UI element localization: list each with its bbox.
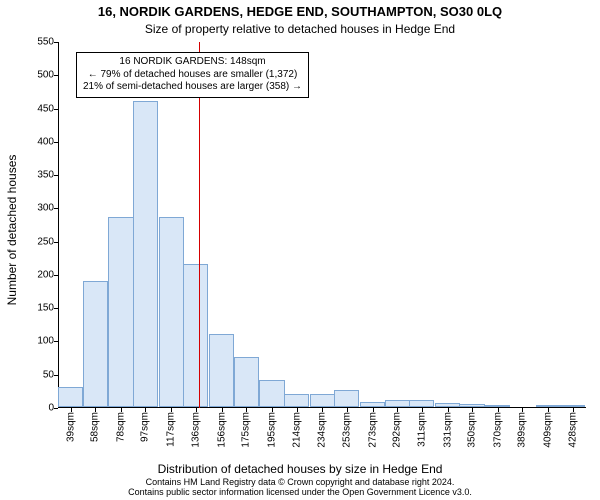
xtick-label: 195sqm <box>266 412 277 448</box>
histogram-bar <box>485 405 510 407</box>
histogram-bar <box>435 403 460 407</box>
histogram-bar <box>334 390 359 407</box>
xtick-label: 136sqm <box>190 412 201 448</box>
ytick-mark <box>54 75 58 76</box>
ytick-label: 150 <box>14 303 54 314</box>
histogram-bar <box>284 394 309 407</box>
plot-area: 05010015020025030035040045050055039sqm58… <box>58 42 586 408</box>
xtick-label: 350sqm <box>467 412 478 448</box>
xtick-label: 234sqm <box>317 412 328 448</box>
xtick-label: 331sqm <box>442 412 453 448</box>
xtick-label: 58sqm <box>90 412 101 442</box>
ytick-mark <box>54 308 58 309</box>
xtick-label: 292sqm <box>392 412 403 448</box>
ytick-mark <box>54 275 58 276</box>
xtick-label: 117sqm <box>166 412 177 447</box>
ytick-mark <box>54 208 58 209</box>
ytick-mark <box>54 142 58 143</box>
ytick-mark <box>54 175 58 176</box>
xtick-label: 78sqm <box>115 412 126 442</box>
chart-container: 16, NORDIK GARDENS, HEDGE END, SOUTHAMPT… <box>0 0 600 500</box>
xtick-label: 214sqm <box>291 412 302 448</box>
xtick-label: 370sqm <box>492 412 503 448</box>
ytick-label: 250 <box>14 236 54 247</box>
annotation-box: 16 NORDIK GARDENS: 148sqm← 79% of detach… <box>76 52 309 98</box>
ytick-label: 550 <box>14 37 54 48</box>
xtick-label: 97sqm <box>140 412 151 442</box>
histogram-bar <box>159 217 184 407</box>
ytick-label: 300 <box>14 203 54 214</box>
ytick-mark <box>54 341 58 342</box>
footer-line1: Contains HM Land Registry data © Crown c… <box>146 477 455 487</box>
histogram-bar <box>459 404 484 407</box>
ytick-mark <box>54 408 58 409</box>
ytick-label: 350 <box>14 170 54 181</box>
histogram-bar <box>536 405 561 407</box>
annotation-line1: 16 NORDIK GARDENS: 148sqm <box>83 56 302 69</box>
ytick-label: 500 <box>14 70 54 81</box>
xtick-label: 389sqm <box>517 412 528 448</box>
histogram-bar <box>133 101 158 407</box>
histogram-bar <box>183 264 208 407</box>
histogram-bar <box>385 400 410 407</box>
xtick-label: 156sqm <box>216 412 227 448</box>
histogram-bar <box>310 394 335 407</box>
xtick-label: 253sqm <box>341 412 352 448</box>
histogram-bar <box>234 357 259 407</box>
histogram-bar <box>360 402 385 407</box>
xtick-label: 175sqm <box>241 412 252 448</box>
y-axis-line <box>58 42 59 408</box>
annotation-line2: ← 79% of detached houses are smaller (1,… <box>83 69 302 82</box>
histogram-bar <box>409 400 434 407</box>
ytick-label: 100 <box>14 336 54 347</box>
ytick-label: 400 <box>14 136 54 147</box>
histogram-bar <box>108 217 133 407</box>
ytick-mark <box>54 42 58 43</box>
ytick-label: 200 <box>14 269 54 280</box>
ytick-label: 450 <box>14 103 54 114</box>
x-axis-label: Distribution of detached houses by size … <box>0 462 600 476</box>
ytick-mark <box>54 242 58 243</box>
footer-line2: Contains public sector information licen… <box>128 487 472 497</box>
chart-subtitle: Size of property relative to detached ho… <box>0 22 600 36</box>
annotation-line3: 21% of semi-detached houses are larger (… <box>83 81 302 94</box>
ytick-mark <box>54 375 58 376</box>
chart-title: 16, NORDIK GARDENS, HEDGE END, SOUTHAMPT… <box>0 4 600 19</box>
xtick-label: 273sqm <box>367 412 378 448</box>
ytick-mark <box>54 109 58 110</box>
histogram-bar <box>209 334 234 407</box>
histogram-bar <box>259 380 284 407</box>
histogram-bar <box>83 281 108 407</box>
xtick-label: 428sqm <box>567 412 578 448</box>
xtick-label: 311sqm <box>416 412 427 447</box>
footer-attribution: Contains HM Land Registry data © Crown c… <box>0 478 600 498</box>
xtick-label: 409sqm <box>543 412 554 448</box>
ytick-label: 0 <box>14 403 54 414</box>
ytick-label: 50 <box>14 369 54 380</box>
xtick-label: 39sqm <box>65 412 76 442</box>
histogram-bar <box>58 387 83 407</box>
histogram-bar <box>560 405 585 407</box>
